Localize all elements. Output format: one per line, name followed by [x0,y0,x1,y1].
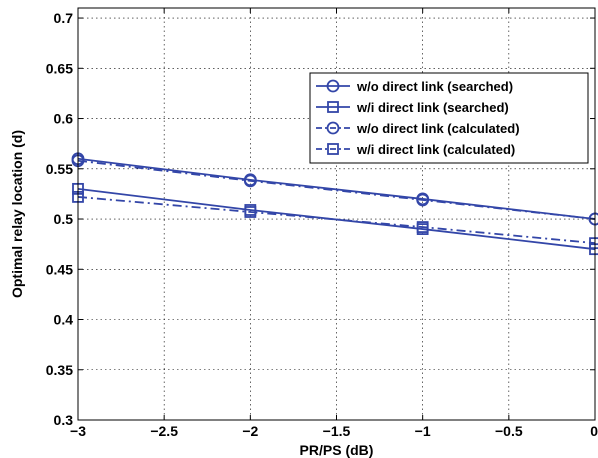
y-tick-label: 0.5 [54,211,74,227]
legend-marker [327,143,339,155]
grid [77,8,596,421]
legend-label: w/o direct link (searched) [356,79,513,94]
series-line [77,187,596,251]
series-line [77,159,596,220]
x-axis-title: PR/PS (dB) [300,442,374,458]
legend-marker [327,101,339,113]
legend-item: w/i direct link (calculated) [316,142,515,157]
y-tick-label: 0.45 [46,261,73,277]
legend-label: w/i direct link (searched) [356,100,509,115]
x-tick-label: 0 [590,423,598,439]
y-tick-label: 0.65 [46,60,73,76]
y-tick-label: 0.3 [54,412,74,428]
x-tick-label: −1 [415,423,431,439]
legend-marker [326,79,340,93]
data-point [416,193,430,207]
x-tick-label: −3 [70,423,86,439]
legend-item: w/o direct link (calculated) [316,121,520,136]
legend-marker [326,121,340,135]
data-point [244,206,257,218]
series-1 [71,152,598,226]
legend-label: w/i direct link (calculated) [356,142,515,157]
x-tick-label: −0.5 [495,423,523,439]
x-tick-label: −1.5 [323,423,351,439]
ticks: −3 −2.5 −2 −1.5 −1 −0.5 0 0.3 0.35 0.4 0.45 0.5 0.55… [46,8,598,439]
y-axis-title: Optimal relay location (d) [9,130,25,298]
series-layer [71,152,598,256]
plot-frame [77,7,596,421]
y-tick-label: 0.55 [46,161,73,177]
data-point [416,221,429,233]
y-tick-label: 0.35 [46,362,73,378]
y-tick-label: 0.7 [54,10,74,26]
x-tick-label: −2.5 [150,423,178,439]
legend-item: w/i direct link (searched) [316,100,509,115]
legend: w/o direct link (searched) w/i direct lin… [309,72,589,164]
y-tick-label: 0.4 [54,312,74,328]
data-point [243,174,257,188]
y-tick-label: 0.6 [54,111,74,127]
legend-item: w/o direct link (searched) [316,79,513,94]
series-line [77,157,596,220]
x-tick-label: −2 [242,423,258,439]
series-line [77,196,596,245]
legend-label: w/o direct link (calculated) [356,121,520,136]
legend-box [309,72,589,164]
